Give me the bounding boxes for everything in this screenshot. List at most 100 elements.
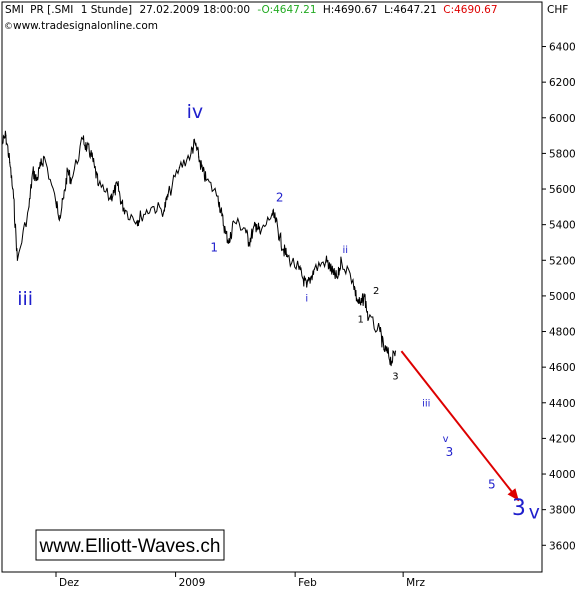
y-tick-label: 4400: [549, 398, 576, 410]
price-point: [151, 206, 154, 208]
wave-label: i: [305, 293, 308, 304]
price-point: [336, 277, 339, 279]
low-value: L:4647.21: [384, 4, 437, 16]
price-point: [221, 215, 223, 217]
y-tick-label: 6200: [549, 77, 576, 89]
price-point: [360, 304, 362, 306]
price-point: [228, 241, 231, 244]
price-point: [178, 167, 181, 169]
price-point: [271, 213, 273, 215]
y-tick-label: 4600: [549, 362, 576, 374]
price-point: [190, 152, 192, 155]
price-point: [140, 215, 142, 217]
price-point: [1, 143, 3, 146]
wave-label: 2: [373, 286, 379, 297]
symbol-label: SMI: [5, 4, 24, 16]
price-point: [43, 156, 46, 158]
price-point: [383, 348, 385, 350]
price-point: [117, 184, 119, 187]
wave-label: iii: [17, 288, 33, 310]
price-point: [136, 220, 138, 222]
datetime-label: 27.02.2009 18:00:00: [139, 4, 250, 16]
x-tick-label: Mrz: [406, 577, 425, 589]
x-tick-label: 2009: [179, 577, 206, 589]
price-point: [275, 220, 277, 222]
wave-label: 3: [512, 496, 526, 521]
price-point: [39, 165, 42, 167]
price-point: [313, 268, 316, 270]
price-point: [66, 170, 69, 172]
y-tick-label: 6000: [549, 113, 576, 125]
price-point: [28, 206, 30, 208]
y-tick-label: 5400: [549, 220, 576, 232]
price-point: [201, 170, 204, 172]
wave-label: 1: [210, 240, 218, 254]
price-point: [279, 236, 281, 238]
price-point: [367, 318, 370, 320]
y-tick-label: 5800: [549, 148, 576, 160]
wave-label: ii: [343, 245, 349, 256]
price-point: [90, 152, 92, 155]
svg-text:SMI PR [.SMI 1 Stu: SMI PR [.SMI 1 Stunde] 27.02.2009 18:00:…: [5, 4, 498, 16]
wave-label: 5: [488, 477, 496, 491]
wave-label: v: [529, 502, 540, 524]
open-value: -O:4647.21: [257, 4, 316, 16]
price-point: [325, 259, 327, 261]
price-point: [225, 232, 227, 235]
price-point: [93, 167, 96, 169]
price-point: [282, 248, 285, 251]
watermark-box: www.Elliott-Waves.ch: [35, 529, 225, 561]
price-point: [59, 215, 61, 217]
exchange-label: PR [.SMI: [30, 4, 73, 16]
y-tick-label: 5600: [549, 184, 576, 196]
price-point: [12, 197, 15, 199]
price-point: [124, 209, 127, 212]
price-point: [109, 197, 111, 199]
price-point: [120, 202, 123, 204]
price-point: [167, 195, 169, 197]
price-point: [244, 227, 246, 229]
price-point: [70, 179, 73, 181]
price-point: [198, 156, 200, 158]
forecast-arrow-shaft: [400, 350, 520, 502]
price-point: [333, 273, 335, 276]
high-value: H:4690.67: [323, 4, 378, 16]
y-tick-label: 3600: [549, 540, 576, 552]
y-tick-label: 3800: [549, 505, 576, 517]
price-point: [387, 352, 389, 354]
price-point: [205, 179, 208, 181]
price-point: [252, 231, 254, 233]
price-point: [232, 220, 235, 222]
price-point: [329, 266, 331, 269]
close-value: C:4690.67: [443, 4, 497, 16]
price-point: [248, 241, 250, 244]
price-point: [394, 350, 397, 352]
website-label[interactable]: www.tradesignalonline.com: [13, 20, 158, 32]
forecast-arrow: [400, 350, 520, 502]
series-layer: [1, 130, 397, 367]
price-point: [259, 232, 262, 235]
price-point: [9, 161, 11, 163]
website-icon: ©: [4, 22, 13, 32]
price-point: [390, 361, 393, 363]
chart-header: SMI PR [.SMI 1 Stunde] 27.02.2009 18:00:…: [4, 4, 498, 32]
price-point: [352, 279, 354, 281]
y-tick-label: 4800: [549, 327, 576, 339]
currency-label: CHF: [547, 4, 568, 16]
price-point: [363, 295, 366, 297]
plot-area: [1, 1, 543, 573]
price-point: [55, 202, 57, 204]
price-point: [32, 170, 34, 172]
y-tick-label: 5200: [549, 255, 576, 267]
price-point: [86, 147, 88, 149]
interval-label: 1 Stunde]: [81, 4, 132, 16]
price-point: [255, 224, 258, 226]
price-point: [16, 259, 19, 261]
price-point: [194, 142, 196, 144]
wave-label: v: [443, 434, 449, 445]
y-tick-label: 6400: [549, 42, 576, 54]
wave-label: iii: [422, 398, 430, 409]
price-point: [113, 191, 115, 194]
price-point: [97, 184, 100, 187]
